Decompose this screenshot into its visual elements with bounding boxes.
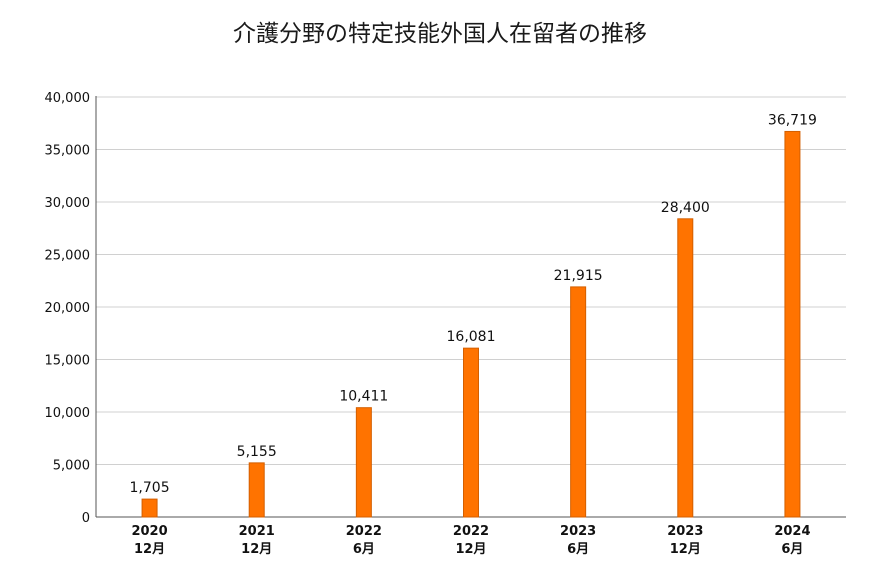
y-tick-label: 10,000 [45,406,91,421]
data-label: 36,719 [768,112,817,128]
x-tick-label-year: 2022 [346,524,382,539]
x-tick-label-year: 2023 [667,524,703,539]
x-tick-label-year: 2021 [239,524,275,539]
bar [463,347,479,518]
data-label: 21,915 [554,268,603,284]
y-tick-label: 0 [82,511,90,526]
data-label: 10,411 [339,389,388,405]
y-tick-label: 40,000 [45,91,91,106]
y-tick-label: 35,000 [45,144,91,159]
data-label: 1,705 [130,480,170,496]
bar [570,286,587,518]
y-tick-label: 15,000 [45,354,91,369]
y-tick-label: 30,000 [45,196,91,211]
data-label: 28,400 [661,200,710,216]
x-tick-label-month: 12月 [670,542,701,557]
x-tick-label-month: 6月 [781,542,803,557]
bar [248,462,265,518]
x-tick-label-year: 2023 [560,524,596,539]
bar [355,407,372,518]
x-tick-label-year: 2024 [774,524,810,539]
x-tick-label-month: 12月 [134,542,165,557]
x-tick-label-month: 6月 [353,542,375,557]
y-tick-label: 20,000 [45,301,91,316]
chart-title: 介護分野の特定技能外国人在留者の推移 [233,21,647,47]
bar [677,218,694,518]
x-tick-label-year: 2020 [131,524,167,539]
data-label: 16,081 [447,329,496,345]
y-tick-label: 25,000 [45,249,91,264]
x-tick-label-month: 6月 [567,542,589,557]
x-tick-label-month: 12月 [241,542,272,557]
data-label: 5,155 [237,444,277,460]
x-tick-label-year: 2022 [453,524,489,539]
y-tick-label: 5,000 [53,459,90,474]
bar [784,130,801,518]
x-tick-label-month: 12月 [455,542,486,557]
bar [141,498,158,518]
